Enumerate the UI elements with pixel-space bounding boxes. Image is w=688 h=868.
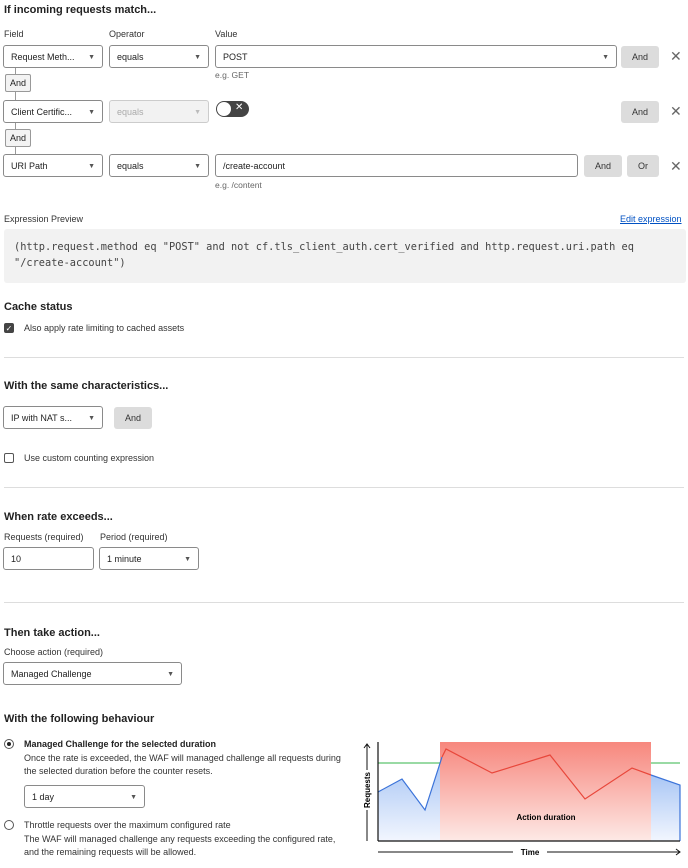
expression-preview: (http.request.method eq "POST" and not c… — [4, 229, 686, 283]
caret-down-icon: ▼ — [194, 54, 201, 61]
divider — [4, 602, 684, 603]
cache-checkbox-label: Also apply rate limiting to cached asset… — [24, 323, 185, 333]
value-select-1[interactable]: POST ▼ — [215, 45, 617, 68]
action-value: Managed Challenge — [11, 669, 92, 679]
throttle-radio[interactable] — [4, 820, 14, 830]
duration-option-title: Managed Challenge for the selected durat… — [24, 739, 217, 749]
caret-down-icon: ▼ — [167, 671, 174, 678]
operator-select-2: equals ▼ — [109, 100, 209, 123]
characteristic-value: IP with NAT s... — [11, 413, 73, 423]
throttle-option-title: Throttle requests over the maximum confi… — [24, 820, 231, 830]
caret-down-icon: ▼ — [602, 54, 609, 61]
y-axis-label: Requests — [363, 771, 372, 808]
requests-label: Requests (required) — [4, 532, 84, 542]
x-axis-label: Time — [521, 848, 540, 857]
throttle-option-desc: The WAF will managed challenge any reque… — [24, 834, 336, 857]
caret-down-icon: ▼ — [194, 109, 201, 116]
value-text: POST — [223, 52, 248, 62]
and-button-2[interactable]: And — [621, 101, 659, 123]
field-value: Request Meth... — [11, 52, 75, 62]
behaviour-title: With the following behaviour — [4, 713, 155, 725]
or-button-3[interactable]: Or — [627, 155, 659, 177]
rate-limit-illustration: Time Requests Action duration — [362, 742, 681, 858]
period-select[interactable]: 1 minute ▼ — [99, 547, 199, 570]
close-icon[interactable]: ✕ — [670, 103, 682, 119]
normal-area — [378, 763, 440, 841]
edit-expression-link[interactable]: Edit expression — [620, 214, 682, 224]
requests-input[interactable]: 10 — [3, 547, 94, 570]
normal-line-after — [650, 774, 681, 841]
field-select-3[interactable]: URI Path ▼ — [3, 154, 103, 177]
and-button-3[interactable]: And — [584, 155, 622, 177]
characteristics-title: With the same characteristics... — [4, 380, 169, 392]
connector-and-2[interactable]: And — [5, 129, 31, 147]
field-label: Field — [4, 29, 24, 39]
period-label: Period (required) — [100, 532, 168, 542]
operator-value: equals — [117, 161, 144, 171]
value-label: Value — [215, 29, 238, 39]
caret-down-icon: ▼ — [88, 54, 95, 61]
operator-value: equals — [117, 52, 144, 62]
cache-checkbox[interactable]: ✓ — [4, 323, 14, 333]
operator-select-3[interactable]: equals ▼ — [109, 154, 209, 177]
field-select-1[interactable]: Request Meth... ▼ — [3, 45, 103, 68]
action-duration-band — [440, 742, 651, 841]
caret-down-icon: ▼ — [88, 109, 95, 116]
field-value: Client Certific... — [11, 107, 73, 117]
normal-line — [377, 756, 443, 812]
band-label: Action duration — [516, 813, 575, 822]
action-select[interactable]: Managed Challenge ▼ — [3, 662, 182, 685]
cert-verified-toggle[interactable]: ✕ — [216, 101, 249, 117]
expression-label: Expression Preview — [4, 214, 84, 224]
normal-area-after — [651, 775, 680, 841]
close-icon[interactable]: ✕ — [670, 158, 682, 174]
exceeded-line — [441, 748, 652, 800]
value-hint-1: e.g. GET — [215, 70, 250, 80]
characteristic-select[interactable]: IP with NAT s... ▼ — [3, 406, 103, 429]
duration-value: 1 day — [32, 792, 55, 802]
x-icon: ✕ — [235, 102, 244, 113]
operator-select-1[interactable]: equals ▼ — [109, 45, 209, 68]
duration-radio[interactable] — [4, 739, 14, 749]
caret-down-icon: ▼ — [194, 163, 201, 170]
period-value: 1 minute — [107, 554, 142, 564]
and-button-1[interactable]: And — [621, 46, 659, 68]
field-select-2[interactable]: Client Certific... ▼ — [3, 100, 103, 123]
duration-select[interactable]: 1 day ▼ — [24, 785, 145, 808]
divider — [4, 357, 684, 358]
custom-expression-checkbox[interactable] — [4, 453, 14, 463]
field-value: URI Path — [11, 161, 48, 171]
characteristic-and-button[interactable]: And — [114, 407, 152, 429]
operator-label: Operator — [109, 29, 145, 39]
cache-title: Cache status — [4, 301, 73, 313]
toggle-knob — [217, 102, 231, 116]
value-hint-3: e.g. /content — [215, 180, 262, 190]
divider — [4, 487, 684, 488]
connector-and-1[interactable]: And — [5, 74, 31, 92]
close-icon[interactable]: ✕ — [670, 48, 682, 64]
choose-action-label: Choose action (required) — [4, 647, 104, 657]
caret-down-icon: ▼ — [130, 794, 137, 801]
duration-option-desc: Once the rate is exceeded, the WAF will … — [24, 753, 341, 776]
caret-down-icon: ▼ — [88, 163, 95, 170]
caret-down-icon: ▼ — [184, 556, 191, 563]
caret-down-icon: ▼ — [88, 415, 95, 422]
value-input-3[interactable]: /create-account — [215, 154, 578, 177]
action-title: Then take action... — [4, 627, 100, 639]
custom-expression-label: Use custom counting expression — [24, 453, 155, 463]
match-title: If incoming requests match... — [4, 4, 157, 16]
rate-title: When rate exceeds... — [4, 511, 113, 523]
operator-value: equals — [117, 107, 144, 117]
